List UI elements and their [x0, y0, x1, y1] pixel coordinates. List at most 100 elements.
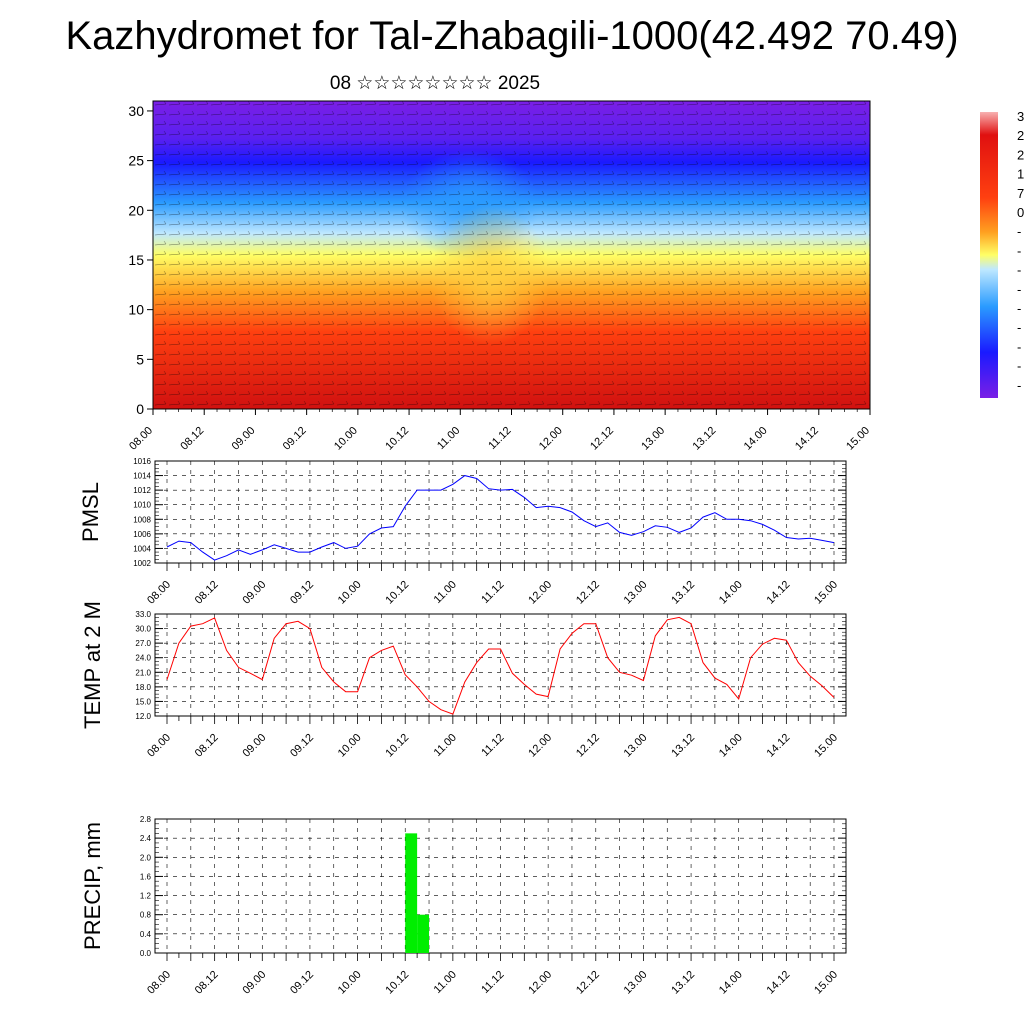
x-tick-label: 08.12 [178, 425, 206, 453]
x-tick-label: 11.12 [479, 969, 506, 996]
colorbar: 3 2 2 1 7 0 - - - - - - - - - [980, 109, 1024, 398]
y-axis-label: PMSL [78, 482, 103, 542]
x-tick-label: 13.00 [622, 732, 650, 760]
x-tick-label: 08.12 [193, 969, 221, 997]
x-tick-label: 15.00 [812, 732, 840, 760]
x-tick-label: 12.00 [526, 969, 554, 997]
y-tick-label: 0 [136, 401, 144, 417]
x-tick-label: 12.00 [526, 579, 554, 607]
x-tick-label: 14.12 [793, 425, 821, 453]
y-tick-label: 5 [136, 351, 144, 367]
colorbar-label: 2 [1017, 147, 1024, 162]
x-tick-label: 11.00 [435, 425, 462, 452]
y-tick-label: 30 [128, 103, 144, 119]
chart-subtitle: 08 ☆☆☆☆☆☆☆☆ 2025 [329, 73, 541, 94]
x-tick-label: 10.12 [383, 969, 411, 997]
y-tick-label: 1012 [133, 486, 151, 495]
y-tick-label: 33.0 [135, 610, 151, 619]
x-tick-label: 10.12 [383, 732, 411, 760]
x-tick-label: 13.12 [691, 425, 719, 453]
wind-barbs [153, 101, 870, 409]
y-tick-label: 15 [128, 252, 144, 268]
x-tick-label: 09.00 [240, 579, 268, 607]
x-tick-label: 10.00 [336, 732, 364, 760]
y-tick-label: 1.6 [140, 872, 152, 881]
x-tick-label: 08.00 [145, 579, 173, 607]
x-tick-label: 15.00 [844, 425, 872, 453]
y-tick-label: 1016 [133, 457, 151, 466]
x-tick-label: 14.12 [765, 579, 793, 607]
colorbar-label: - [1017, 320, 1021, 335]
series-line [166, 475, 835, 561]
y-tick-label: 30.0 [135, 625, 151, 634]
x-tick-label: 09.12 [281, 425, 309, 453]
series-line [166, 616, 835, 715]
y-tick-label: 0.4 [140, 930, 152, 939]
y-axis-label: TEMP at 2 M [80, 601, 105, 729]
y-tick-label: 27.0 [135, 639, 151, 648]
x-tick-label: 08.12 [193, 579, 221, 607]
y-tick-label: 24.0 [135, 654, 151, 663]
x-tick-label: 10.00 [336, 579, 364, 607]
x-tick-label: 11.00 [432, 732, 459, 759]
colorbar-label: - [1017, 378, 1021, 393]
x-tick-label: 12.00 [526, 732, 554, 760]
x-tick-label: 15.00 [812, 969, 840, 997]
y-tick-label: 2.8 [140, 815, 152, 824]
x-tick-label: 13.12 [669, 579, 697, 607]
colorbar-label: 7 [1017, 186, 1024, 201]
y-tick-label: 20 [128, 202, 144, 218]
y-tick-label: 15.0 [135, 697, 151, 706]
colorbar-label: - [1017, 359, 1021, 374]
y-tick-label: 10 [128, 302, 144, 318]
x-tick-label: 11.12 [479, 579, 506, 606]
x-tick-label: 10.00 [332, 425, 360, 453]
colorbar-label: 0 [1017, 205, 1024, 220]
x-tick-label: 10.12 [383, 425, 411, 453]
x-tick-label: 14.12 [765, 969, 793, 997]
precip-bar [417, 914, 430, 953]
x-tick-label: 12.12 [588, 425, 616, 453]
x-tick-label: 10.00 [336, 969, 364, 997]
x-tick-label: 11.12 [486, 425, 513, 452]
colorbar-label: - [1017, 339, 1021, 354]
y-tick-label: 21.0 [135, 668, 151, 677]
x-tick-label: 11.00 [432, 969, 459, 996]
x-tick-label: 15.00 [812, 579, 840, 607]
y-tick-label: 2.0 [140, 853, 152, 862]
x-tick-label: 14.00 [717, 732, 745, 760]
x-tick-label: 08.12 [193, 732, 221, 760]
pmsl-panel: 1002 1004 1006 1008 1010 1012 1014 1016 08.00 08.… [78, 457, 847, 607]
x-tick-label: 12.12 [574, 732, 602, 760]
y-tick-label: 1010 [133, 501, 151, 510]
colorbar-label: 2 [1017, 128, 1024, 143]
y-tick-label: 1004 [133, 544, 151, 553]
x-tick-label: 14.00 [717, 579, 745, 607]
x-tick-label: 12.00 [537, 425, 565, 453]
x-tick-label: 11.00 [432, 579, 459, 606]
colorbar-label: - [1017, 243, 1021, 258]
plot-frame [154, 460, 847, 564]
x-tick-label: 12.12 [574, 579, 602, 607]
x-tick-label: 13.00 [622, 579, 650, 607]
x-tick-label: 09.00 [240, 732, 268, 760]
x-tick-label: 09.12 [288, 579, 316, 607]
colorbar-label: - [1017, 224, 1021, 239]
x-tick-label: 09.12 [288, 969, 316, 997]
colorbar-label: - [1017, 282, 1021, 297]
y-tick-label: 25 [128, 153, 144, 169]
x-tick-label: 09.00 [240, 969, 268, 997]
colorbar-label: 1 [1017, 167, 1024, 182]
x-tick-label: 10.12 [383, 579, 411, 607]
x-tick-label: 08.00 [145, 732, 173, 760]
chart-title: Kazhydromet for Tal-Zhabagili-1000(42.49… [65, 14, 959, 58]
y-tick-label: 12.0 [135, 712, 151, 721]
colorbar-label: - [1017, 263, 1021, 278]
temp-panel: 12.0 15.0 18.0 21.0 24.0 27.0 30.0 33.0 08.00 08.… [80, 601, 847, 760]
x-tick-label: 14.00 [717, 969, 745, 997]
y-tick-label: 1008 [133, 515, 151, 524]
y-axis-label: PRECIP, mm [80, 822, 105, 950]
x-tick-label: 13.00 [622, 969, 650, 997]
colorbar-label: - [1017, 301, 1021, 316]
